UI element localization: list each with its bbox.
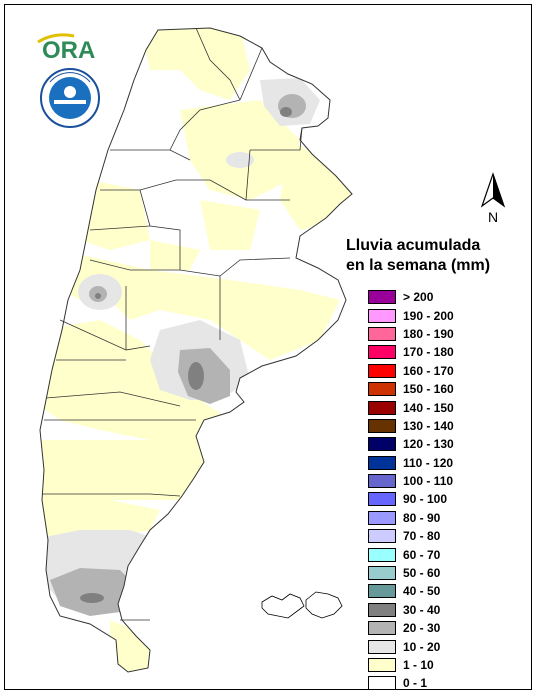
legend-item: 90 - 100 bbox=[368, 490, 518, 508]
legend-swatch bbox=[368, 290, 396, 305]
smn-logo bbox=[40, 68, 100, 128]
legend-item: 70 - 80 bbox=[368, 527, 518, 545]
north-arrow-icon: N bbox=[480, 172, 506, 224]
legend-label: 30 - 40 bbox=[403, 602, 441, 617]
province-borders bbox=[42, 27, 303, 621]
legend-label: 100 - 110 bbox=[403, 474, 454, 489]
legend-label: 110 - 120 bbox=[403, 455, 454, 470]
legend-item: 0 - 1 bbox=[368, 674, 518, 692]
legend-swatch bbox=[368, 382, 396, 397]
legend-swatch bbox=[368, 363, 396, 378]
legend-item: 140 - 150 bbox=[368, 398, 518, 416]
legend-label: 180 - 190 bbox=[403, 326, 454, 341]
legend-item: 150 - 160 bbox=[368, 380, 518, 398]
legend-label: 10 - 20 bbox=[403, 639, 441, 654]
malvinas-islands bbox=[261, 591, 343, 619]
legend-swatch bbox=[368, 455, 396, 470]
legend-swatch bbox=[368, 326, 396, 341]
legend-swatch bbox=[368, 566, 396, 581]
legend-item: 10 - 20 bbox=[368, 637, 518, 655]
legend-swatch bbox=[368, 658, 396, 672]
legend-item: 20 - 30 bbox=[368, 619, 518, 637]
legend-label: 1 - 10 bbox=[403, 658, 434, 672]
legend-item: 180 - 190 bbox=[368, 325, 518, 343]
legend-swatch bbox=[368, 529, 396, 544]
legend-swatch bbox=[368, 584, 396, 599]
argentina-outline bbox=[39, 27, 353, 673]
legend-label: 120 - 130 bbox=[403, 437, 454, 452]
legend-item: 120 - 130 bbox=[368, 435, 518, 453]
legend: > 200 190 - 200 180 - 190 170 - 180 160 - 17… bbox=[368, 288, 518, 693]
rain-30-40-areas bbox=[80, 107, 292, 603]
legend-swatch bbox=[368, 492, 396, 507]
legend-label: 20 - 30 bbox=[403, 621, 441, 636]
legend-swatch bbox=[368, 621, 396, 636]
legend-swatch bbox=[368, 639, 396, 654]
svg-text:ORA: ORA bbox=[42, 37, 95, 64]
legend-item: 100 - 110 bbox=[368, 472, 518, 490]
legend-label: 60 - 70 bbox=[403, 547, 441, 562]
legend-label: 40 - 50 bbox=[403, 584, 441, 599]
legend-item: 60 - 70 bbox=[368, 545, 518, 563]
legend-swatch bbox=[368, 676, 396, 691]
legend-item: 190 - 200 bbox=[368, 306, 518, 324]
legend-swatch bbox=[368, 602, 396, 617]
legend-swatch bbox=[368, 400, 396, 415]
legend-item: 170 - 180 bbox=[368, 343, 518, 361]
legend-label: 160 - 170 bbox=[403, 363, 454, 378]
legend-item: 50 - 60 bbox=[368, 564, 518, 582]
legend-label: 130 - 140 bbox=[403, 418, 454, 433]
legend-label: 190 - 200 bbox=[403, 308, 454, 323]
legend-label: 80 - 90 bbox=[403, 510, 441, 525]
legend-title-line2: en la semana (mm) bbox=[346, 257, 491, 274]
map-frame bbox=[4, 4, 532, 690]
legend-label: 140 - 150 bbox=[403, 400, 454, 415]
legend-swatch bbox=[368, 308, 396, 323]
legend-label: > 200 bbox=[403, 290, 434, 305]
legend-label: 150 - 160 bbox=[403, 382, 454, 397]
legend-item: 110 - 120 bbox=[368, 454, 518, 472]
legend-swatch bbox=[368, 418, 396, 433]
legend-item: 130 - 140 bbox=[368, 417, 518, 435]
legend-swatch bbox=[368, 345, 396, 360]
legend-label: 50 - 60 bbox=[403, 566, 441, 581]
legend-title: Lluvia acumulada en la semana (mm) bbox=[346, 236, 526, 276]
legend-item: 30 - 40 bbox=[368, 601, 518, 619]
legend-item: 160 - 170 bbox=[368, 362, 518, 380]
legend-title-line1: Lluvia acumulada bbox=[346, 237, 481, 254]
legend-item: 1 - 10 bbox=[368, 656, 518, 674]
legend-label: 170 - 180 bbox=[403, 345, 454, 360]
svg-text:N: N bbox=[488, 209, 498, 224]
legend-swatch bbox=[368, 474, 396, 489]
legend-label: 70 - 80 bbox=[403, 529, 441, 544]
legend-item: 80 - 90 bbox=[368, 509, 518, 527]
ora-logo: ORA bbox=[37, 33, 95, 64]
legend-swatch bbox=[368, 547, 396, 562]
legend-label: 90 - 100 bbox=[403, 492, 448, 507]
legend-item: 40 - 50 bbox=[368, 582, 518, 600]
legend-label: 0 - 1 bbox=[403, 676, 428, 691]
legend-swatch bbox=[368, 510, 396, 525]
legend-item: > 200 bbox=[368, 288, 518, 306]
legend-swatch bbox=[368, 437, 396, 452]
